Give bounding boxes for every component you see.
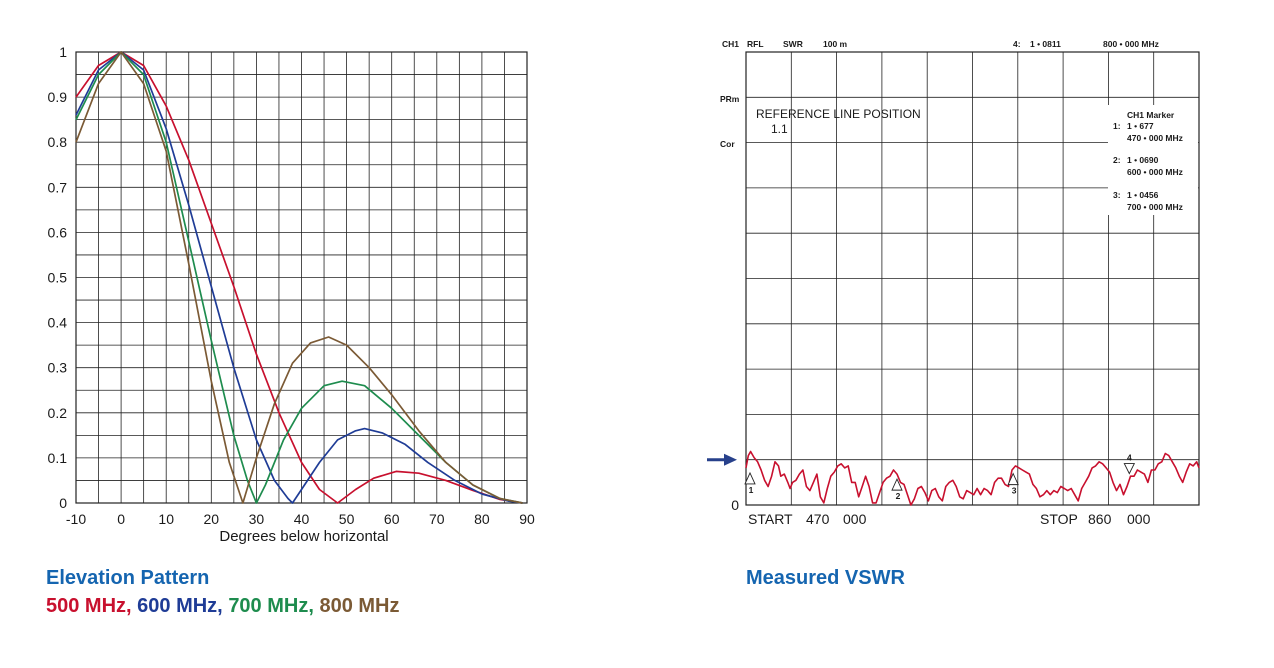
- elevation-title: Elevation Pattern: [46, 567, 210, 589]
- vswr-series-group: [745, 450, 1200, 506]
- vswr-marker-triangles: 1 2 3 4: [744, 453, 1136, 501]
- vswr-marker-number: 4: [1127, 453, 1132, 463]
- elevation-x-tick-label: 80: [474, 511, 490, 527]
- elevation-grid: [75, 51, 528, 504]
- vswr-y-tick-label: 0: [731, 497, 739, 513]
- vswr-marker-box: [1108, 105, 1198, 215]
- elevation-x-tick-label: 50: [339, 511, 355, 527]
- vswr-header-scale: 100 m: [823, 39, 848, 49]
- vswr-marker-row-label: 2:: [1113, 155, 1121, 165]
- vswr-marker-icon: [891, 478, 903, 491]
- vswr-marker-number: 1: [749, 485, 754, 495]
- vswr-grid: [745, 51, 1200, 506]
- vswr-start-label: START: [748, 511, 793, 527]
- elevation-x-tick-label: 30: [249, 511, 265, 527]
- elevation-x-axis-title: Degrees below horizontal: [219, 528, 388, 545]
- vswr-stop-suffix: 000: [1127, 511, 1151, 527]
- vswr-marker-row-label: 3:: [1113, 190, 1121, 200]
- elevation-x-tick-label: 10: [158, 511, 174, 527]
- vswr-header-marker-value: 1 • 0811: [1030, 39, 1061, 49]
- elevation-y-tick-label: 0.6: [48, 224, 68, 240]
- elevation-legend-entry: 800 MHz: [319, 595, 400, 617]
- elevation-x-tick-label: 0: [117, 511, 125, 527]
- vswr-marker-row-freq: 470 • 000 MHz: [1127, 133, 1183, 143]
- vswr-marker-icon: [744, 471, 756, 485]
- vswr-marker-icon: [1123, 463, 1136, 475]
- vswr-reference-text: REFERENCE LINE POSITION: [756, 107, 921, 121]
- elevation-x-tick-label: -10: [66, 511, 86, 527]
- elevation-y-tick-label: 0.9: [48, 89, 68, 105]
- elevation-series-1: [75, 51, 523, 504]
- vswr-marker-number: 2: [896, 491, 901, 501]
- vswr-start-suffix: 000: [843, 511, 867, 527]
- vswr-trace-0: [745, 450, 1200, 506]
- elevation-y-tick-label: 0.4: [48, 315, 68, 331]
- elevation-y-tick-label: 0: [59, 495, 67, 511]
- elevation-y-tick-label: 1: [59, 44, 67, 60]
- elevation-x-tick-label: 40: [294, 511, 310, 527]
- elevation-y-tick-label: 0.7: [48, 179, 68, 195]
- elevation-y-tick-label: 0.5: [48, 270, 68, 286]
- vswr-header-marker-freq: 800 • 000 MHz: [1103, 39, 1159, 49]
- elevation-legend-entry: 600 MHz,: [137, 595, 229, 617]
- elevation-legend-entry: 700 MHz,: [228, 595, 320, 617]
- vswr-marker-row-value: 1 • 0690: [1127, 155, 1159, 165]
- elevation-series-group: [75, 51, 523, 504]
- vswr-marker-row-freq: 600 • 000 MHz: [1127, 167, 1183, 177]
- vswr-header-format: RFL: [747, 39, 764, 49]
- elevation-x-tick-label: 60: [384, 511, 400, 527]
- elevation-legend-entry: 500 MHz,: [46, 595, 138, 617]
- vswr-title: Measured VSWR: [746, 567, 905, 589]
- vswr-labels: CH1 RFL SWR 100 m 4: 1 • 0811 800 • 000 MHz PRm…: [707, 39, 1183, 527]
- vswr-marker-row-value: 1 • 0456: [1127, 190, 1159, 200]
- vswr-marker-number: 3: [1012, 486, 1017, 496]
- vswr-reference-value: 1.1: [771, 122, 788, 136]
- vswr-marker-icon: [1007, 472, 1019, 486]
- elevation-y-tick-label: 0.3: [48, 360, 68, 376]
- vswr-marker-row-label: 1:: [1113, 121, 1121, 131]
- vswr-stop-label: STOP: [1040, 511, 1078, 527]
- vswr-stop-value: 860: [1088, 511, 1112, 527]
- elevation-series-2: [75, 51, 523, 504]
- elevation-y-tick-label: 0.8: [48, 134, 68, 150]
- vswr-marker-row-freq: 700 • 000 MHz: [1127, 202, 1183, 212]
- elevation-tick-labels: -10 0 10 20 30 40 50 60 70 80 9000.10.20.30.40.50.…: [48, 44, 535, 527]
- vswr-marker-row-value: 1 • 677: [1127, 121, 1154, 131]
- elevation-x-tick-label: 70: [429, 511, 445, 527]
- elevation-x-tick-label: 20: [204, 511, 220, 527]
- vswr-header-measure: SWR: [783, 39, 803, 49]
- elevation-series-0: [75, 51, 523, 504]
- elevation-series-3: [75, 51, 523, 504]
- vswr-start-value: 470: [806, 511, 830, 527]
- elevation-subtitle: 500 MHz, 600 MHz, 700 MHz, 800 MHz: [46, 595, 400, 618]
- vswr-side-label-cor: Cor: [720, 139, 735, 149]
- vswr-side-label-prm: PRm: [720, 94, 740, 104]
- elevation-x-tick-label: 90: [519, 511, 535, 527]
- vswr-header-channel: CH1: [722, 39, 739, 49]
- vswr-marker-box-title: CH1 Marker: [1127, 110, 1175, 120]
- elevation-y-tick-label: 0.1: [48, 450, 68, 466]
- vswr-header-marker-id: 4:: [1013, 39, 1021, 49]
- vswr-reference-arrow-icon: [724, 453, 737, 466]
- elevation-y-tick-label: 0.2: [48, 405, 68, 421]
